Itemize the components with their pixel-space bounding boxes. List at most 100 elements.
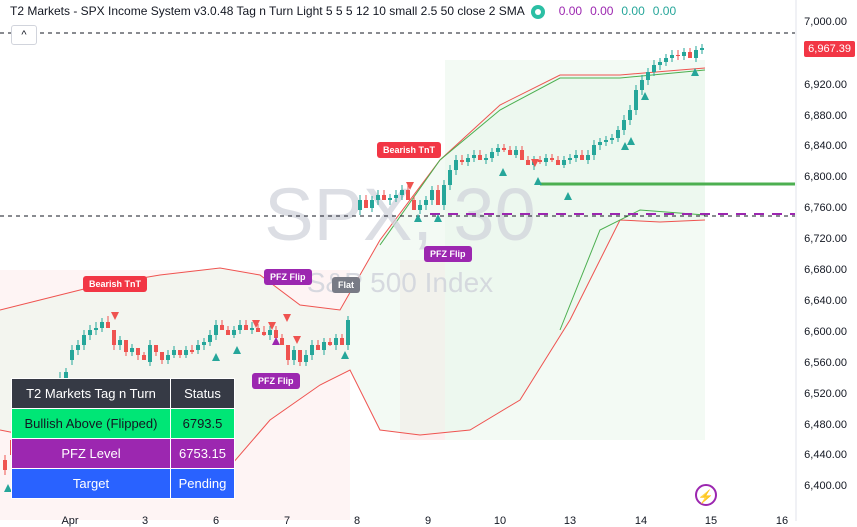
table-row: Bullish Above (Flipped) 6793.5 [11, 408, 235, 439]
candle [484, 158, 488, 160]
lightning-icon[interactable]: ⚡ [695, 484, 717, 506]
pfz-marker [272, 337, 280, 345]
buy-signal-marker [212, 353, 220, 361]
price-axis-label: 6,560.00 [804, 357, 847, 369]
candle [508, 150, 512, 155]
price-axis-label: 6,760.00 [804, 202, 847, 214]
candle [196, 345, 200, 350]
candle [436, 190, 440, 205]
candle [682, 52, 686, 56]
candle [238, 325, 242, 330]
pfz-flip-badge: PFZ Flip [424, 246, 472, 262]
candle [652, 65, 656, 72]
pfz-flip-badge: PFZ Flip [252, 373, 300, 389]
status-table-header: T2 Markets Tag n Turn Status [11, 378, 235, 409]
candle [550, 158, 554, 160]
candle [184, 350, 188, 355]
candle [604, 140, 608, 142]
watermark-symbol: SPX, 30 [264, 173, 536, 256]
candle [640, 80, 644, 90]
candle [514, 150, 518, 155]
candle [664, 58, 668, 62]
candle [280, 338, 284, 345]
price-axis-label: 6,440.00 [804, 449, 847, 461]
candle [226, 330, 230, 335]
candle [370, 200, 374, 208]
candle [328, 342, 332, 345]
candle [616, 130, 620, 138]
candle [460, 160, 464, 162]
candle [400, 190, 404, 195]
sell-signal-marker [531, 159, 539, 167]
candle [562, 160, 566, 165]
candle [298, 350, 302, 362]
candle [496, 148, 500, 152]
collapse-legend-button[interactable]: ^ [11, 25, 37, 45]
candle [412, 200, 416, 210]
legend-value-3: 0.00 [621, 4, 645, 18]
candle [580, 155, 584, 160]
sell-signal-marker [111, 312, 119, 320]
pfz-flip-badge: PFZ Flip [264, 269, 312, 285]
candle [190, 350, 194, 352]
time-axis-label: 7 [283, 515, 291, 527]
sell-signal-marker [406, 182, 414, 190]
candle [478, 155, 482, 160]
time-axis-label: 13 [563, 515, 577, 527]
candle [454, 160, 458, 170]
buy-signal-marker [641, 92, 649, 100]
candle [568, 158, 572, 160]
candle [382, 195, 386, 200]
candle [520, 150, 524, 160]
price-axis-label: 6,680.00 [804, 264, 847, 276]
table-cell: Pending [170, 468, 235, 499]
price-axis-label: 6,400.00 [804, 480, 847, 492]
candle [538, 160, 542, 162]
bearish-tnt-badge: Bearish TnT [83, 276, 148, 292]
legend-value-2: 0.00 [590, 4, 614, 18]
candle [106, 322, 110, 328]
candle [574, 155, 578, 158]
candle [178, 350, 182, 355]
candle [466, 158, 470, 162]
candle [316, 345, 320, 350]
candle [430, 190, 434, 200]
candle [670, 55, 674, 58]
candle [244, 325, 248, 330]
price-axis-label: 6,520.00 [804, 388, 847, 400]
buy-signal-marker [233, 346, 241, 354]
eye-icon[interactable] [530, 5, 545, 19]
candle [556, 160, 560, 165]
indicator-title: T2 Markets - SPX Income System v3.0.48 T… [10, 4, 525, 18]
candle [586, 155, 590, 160]
candle [142, 355, 146, 360]
candle [388, 198, 392, 200]
candle [472, 155, 476, 158]
buy-signal-marker [564, 192, 572, 200]
table-header-name: T2 Markets Tag n Turn [11, 378, 171, 409]
price-axis-label: 6,640.00 [804, 295, 847, 307]
candle [502, 148, 506, 150]
sell-signal-marker [252, 320, 260, 328]
candle [658, 62, 662, 65]
sell-signal-marker [268, 322, 276, 330]
candle [322, 342, 326, 350]
candle [694, 50, 698, 58]
candle [220, 325, 224, 330]
candle [376, 195, 380, 200]
price-axis-label: 6,480.00 [804, 419, 847, 431]
candle [214, 325, 218, 335]
candle [274, 330, 278, 338]
candle [304, 355, 308, 362]
candle [442, 185, 446, 205]
candle [118, 340, 122, 345]
status-table: T2 Markets Tag n Turn Status Bullish Abo… [11, 378, 235, 499]
candle [634, 90, 638, 110]
candle [592, 145, 596, 155]
candle [610, 138, 614, 140]
candle [418, 205, 422, 210]
candle [160, 352, 164, 360]
price-axis-label: 6,720.00 [804, 233, 847, 245]
candle [526, 160, 530, 165]
